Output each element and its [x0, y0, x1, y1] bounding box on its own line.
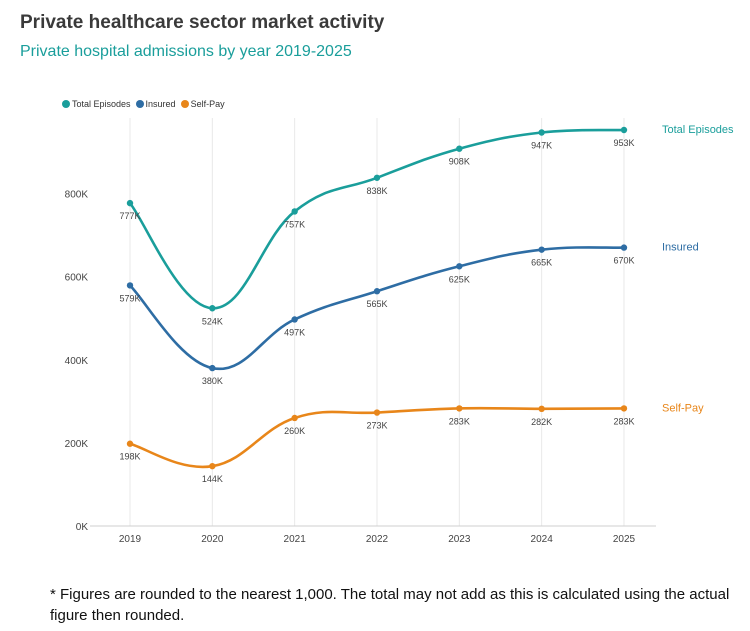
legend-marker-insured [135, 100, 144, 108]
x-tick-label: 2023 [448, 534, 471, 545]
data-label-total-episodes: 908K [449, 157, 470, 167]
data-label-insured: 565K [366, 299, 387, 309]
y-tick-label: 200K [65, 439, 89, 450]
data-label-total-episodes: 838K [366, 186, 387, 196]
series-end-label-self-pay: Self-Pay [662, 402, 704, 414]
data-point-insured [538, 246, 545, 253]
data-label-insured: 380K [202, 376, 223, 386]
legend-item-insured[interactable]: Insured [135, 99, 176, 109]
legend-item-self-pay[interactable]: Self-Pay [180, 99, 225, 109]
data-point-total-episodes [456, 145, 463, 152]
chart-legend: Total Episodes Insured Self-Pay [62, 99, 225, 109]
data-label-self-pay: 273K [366, 421, 387, 431]
footnote: * Figures are rounded to the nearest 1,0… [50, 586, 730, 624]
legend-label-self-pay: Self-Pay [190, 99, 225, 109]
x-tick-label: 2021 [284, 534, 307, 545]
data-point-self-pay [620, 405, 628, 412]
data-point-total-episodes [209, 305, 216, 312]
data-point-insured [456, 263, 463, 270]
data-label-self-pay: 283K [449, 416, 470, 426]
data-point-total-episodes [126, 199, 134, 207]
y-tick-label: 800K [65, 190, 89, 201]
x-tick-label: 2019 [119, 534, 142, 545]
data-label-total-episodes: 953K [613, 138, 634, 148]
data-label-total-episodes: 757K [284, 219, 305, 229]
data-label-insured: 497K [284, 327, 305, 337]
data-point-self-pay [373, 409, 381, 416]
data-point-insured [620, 244, 628, 251]
x-tick-label: 2025 [613, 534, 636, 545]
data-label-insured: 579K [119, 293, 140, 303]
data-point-total-episodes [291, 208, 298, 215]
legend-item-total-episodes[interactable]: Total Episodes [62, 99, 131, 109]
y-tick-label: 400K [65, 356, 89, 367]
data-label-total-episodes: 524K [202, 316, 223, 326]
data-point-self-pay [126, 440, 134, 447]
data-label-self-pay: 282K [531, 417, 552, 427]
data-point-self-pay [456, 405, 463, 412]
data-label-insured: 625K [449, 274, 470, 284]
x-tick-label: 2022 [366, 534, 389, 545]
x-tick-label: 2024 [531, 534, 554, 545]
y-tick-label: 0K [76, 522, 89, 533]
data-point-self-pay [538, 405, 545, 413]
data-point-self-pay [291, 414, 298, 422]
data-label-self-pay: 198K [119, 452, 140, 462]
chart-title: Private healthcare sector market activit… [20, 12, 385, 33]
data-point-insured [126, 282, 134, 289]
legend-marker-total-episodes [62, 100, 70, 108]
data-label-total-episodes: 777K [119, 211, 140, 221]
data-label-insured: 665K [531, 258, 552, 268]
data-label-self-pay: 283K [613, 416, 634, 426]
data-label-self-pay: 260K [284, 426, 305, 436]
data-label-insured: 670K [613, 256, 634, 266]
data-label-total-episodes: 947K [531, 140, 552, 150]
data-point-self-pay [209, 462, 216, 470]
legend-marker-self-pay [180, 100, 189, 108]
x-tick-label: 2020 [201, 534, 224, 545]
data-point-total-episodes [373, 174, 381, 181]
y-tick-label: 600K [65, 273, 89, 284]
data-point-insured [209, 364, 216, 372]
data-point-insured [291, 316, 298, 323]
data-label-self-pay: 144K [202, 474, 223, 484]
data-point-insured [373, 288, 381, 295]
chart-subtitle: Private hospital admissions by year 2019… [20, 43, 352, 60]
series-end-label-insured: Insured [662, 242, 699, 254]
legend-label-total-episodes: Total Episodes [72, 99, 131, 109]
series-end-label-total-episodes: Total Episodes [662, 124, 734, 136]
data-point-total-episodes [620, 126, 628, 134]
legend-label-insured: Insured [145, 99, 176, 109]
data-point-total-episodes [538, 129, 545, 136]
